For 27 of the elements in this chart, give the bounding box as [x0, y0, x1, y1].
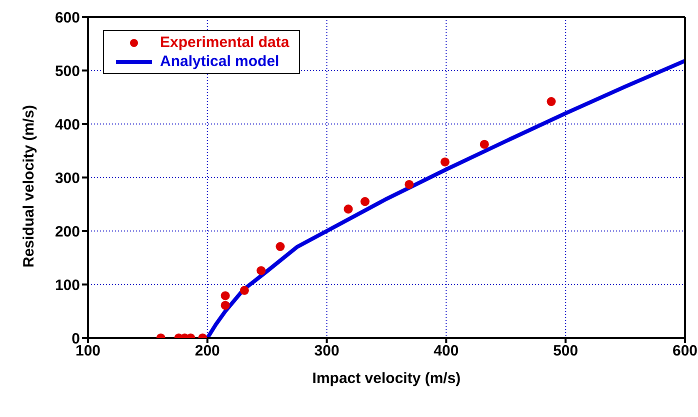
point — [344, 204, 353, 214]
point — [220, 291, 230, 300]
legend-label: Experimental data — [160, 33, 290, 52]
point — [440, 157, 450, 166]
y-axis-title: Residual velocity (m/s) — [20, 104, 38, 268]
x-tick-label: 200 — [194, 342, 220, 360]
x-axis-title: Impact velocity (m/s) — [312, 370, 461, 387]
point — [546, 97, 556, 106]
point — [480, 140, 489, 149]
y-tick-label: 100 — [54, 276, 80, 294]
point — [240, 286, 249, 295]
point — [256, 266, 266, 276]
y-tick-label: 400 — [54, 116, 80, 134]
y-tick-label: 500 — [54, 62, 80, 80]
x-tick-label: 100 — [75, 342, 101, 360]
y-tick-label: 600 — [54, 9, 80, 26]
x-tick-label: 300 — [314, 342, 340, 360]
point — [360, 197, 370, 206]
legend-label: Analytical model — [160, 52, 280, 71]
x-tick-label: 600 — [672, 342, 698, 360]
y-tick-label: 200 — [54, 223, 80, 240]
y-tick-label: 300 — [54, 170, 80, 187]
x-tick-label: 500 — [553, 342, 578, 360]
point — [276, 242, 285, 252]
point — [220, 300, 230, 310]
point — [404, 180, 414, 189]
x-tick-label: 400 — [434, 342, 459, 360]
